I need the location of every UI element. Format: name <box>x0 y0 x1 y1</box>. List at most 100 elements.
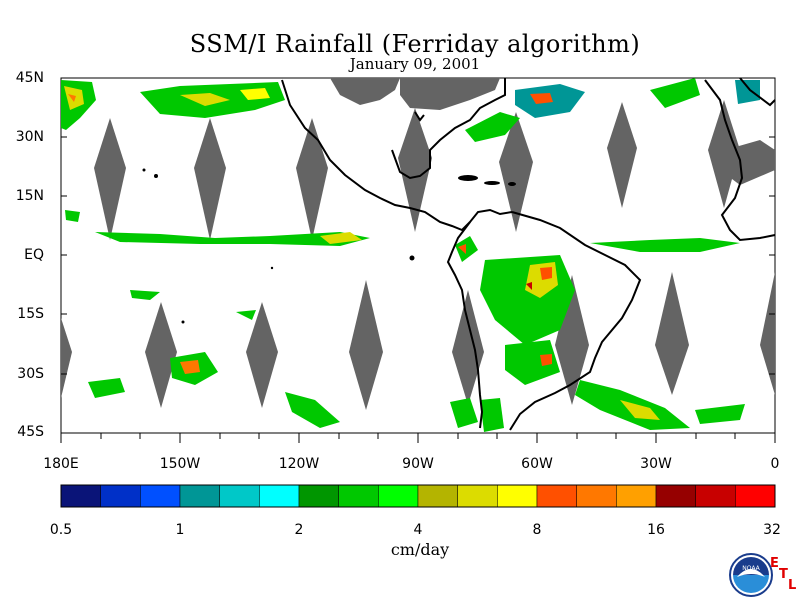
lon-label: 0 <box>770 456 780 472</box>
rain-patch <box>455 236 478 262</box>
island <box>270 266 274 270</box>
rain-patch <box>526 282 532 290</box>
no-data-region <box>400 78 500 110</box>
colorbar-swatch <box>616 484 657 508</box>
island <box>181 320 185 324</box>
rain-patch <box>480 398 504 432</box>
colorbar-swatch <box>417 484 458 508</box>
coastline-north-america <box>281 78 513 232</box>
rain-patch <box>650 78 700 108</box>
rain-patch <box>285 392 340 428</box>
lat-label: EQ <box>24 247 44 263</box>
lat-label: 45N <box>15 70 44 86</box>
rain-patch <box>530 93 553 104</box>
rain-patch <box>65 210 80 222</box>
swath-gap <box>499 112 533 232</box>
colorbar-swatch <box>219 484 260 508</box>
colorbar <box>60 484 776 508</box>
island <box>154 174 158 178</box>
swath-gap <box>398 108 432 232</box>
swath-gap <box>145 302 177 408</box>
colorbar-label: 1 <box>175 522 185 538</box>
lat-label: 45S <box>17 424 44 440</box>
colorbar-unit: cm/day <box>390 540 450 559</box>
island <box>458 175 478 181</box>
colorbar-swatch <box>100 484 141 508</box>
lon-label: 180E <box>43 456 79 472</box>
rain-patch <box>180 360 200 374</box>
logo-text: NOAA <box>742 565 760 572</box>
colorbar-label: 16 <box>647 522 665 538</box>
island <box>484 181 500 185</box>
lat-label: 15N <box>15 188 44 204</box>
chart-date: January 09, 2001 <box>349 55 481 73</box>
lon-label: 60W <box>521 456 553 472</box>
colorbar-swatch <box>338 484 379 508</box>
swath-gap <box>555 275 589 405</box>
swath-gap <box>61 318 72 398</box>
lat-label: 30S <box>17 366 44 382</box>
rain-patch <box>180 93 230 106</box>
rain-patch <box>735 80 760 104</box>
rain-patch <box>540 354 552 366</box>
lon-label: 120W <box>278 456 320 472</box>
lat-label: 30N <box>15 129 44 145</box>
lon-label: 30W <box>640 456 672 472</box>
rain-patch <box>465 112 520 142</box>
colorbar-swatch <box>378 484 419 508</box>
coastline-europe <box>739 77 776 107</box>
colorbar-swatch <box>735 484 776 508</box>
etl-letter: T <box>779 567 788 582</box>
island <box>142 168 146 172</box>
colorbar-swatch <box>298 484 339 508</box>
rain-patch <box>458 244 466 254</box>
island <box>508 182 516 186</box>
colorbar-swatch <box>179 484 220 508</box>
colorbar-swatch <box>695 484 736 508</box>
colorbar-swatch <box>259 484 300 508</box>
islands <box>142 168 516 324</box>
colorbar-label: 32 <box>763 522 781 538</box>
colorbar-label: 4 <box>413 522 423 538</box>
island <box>409 255 415 261</box>
rain-patch <box>88 378 125 398</box>
rain-patch <box>695 404 745 424</box>
swath-gaps <box>61 100 775 410</box>
rain-patch <box>320 232 362 244</box>
colorbar-label: 0.5 <box>49 522 73 538</box>
lon-ticks <box>60 433 776 443</box>
lat-ticks <box>61 77 775 434</box>
chart-title: SSM/I Rainfall (Ferriday algorithm) <box>189 30 641 58</box>
logo-bird <box>737 569 765 577</box>
swath-gap <box>655 272 689 395</box>
rain-patch <box>590 238 740 252</box>
no-data-region <box>330 78 400 105</box>
colorbar-swatch <box>457 484 498 508</box>
colorbar-label: 8 <box>532 522 542 538</box>
colorbar-swatch <box>60 484 101 508</box>
rainfall-patches <box>61 78 760 432</box>
rain-patch <box>95 232 370 246</box>
etl-letter: E <box>770 556 779 571</box>
rain-patch <box>620 400 660 420</box>
coastlines <box>281 77 776 431</box>
swath-gap <box>708 100 740 208</box>
rain-patch <box>68 94 76 102</box>
lon-label: 90W <box>402 456 434 472</box>
rain-patch <box>450 398 478 428</box>
rain-patch <box>130 290 160 300</box>
swath-gap <box>94 118 126 240</box>
rain-patch <box>240 88 270 100</box>
swath-gap <box>452 290 484 405</box>
colorbar-swatch <box>536 484 577 508</box>
rain-patch <box>236 310 256 320</box>
rain-patch <box>540 267 552 280</box>
swath-gap <box>760 272 775 395</box>
rain-patch <box>505 340 560 385</box>
colorbar-label: 2 <box>294 522 304 538</box>
lat-label: 15S <box>17 306 44 322</box>
colorbar-swatch <box>140 484 181 508</box>
swath-gap <box>349 280 383 410</box>
coastline-africa <box>704 79 776 242</box>
